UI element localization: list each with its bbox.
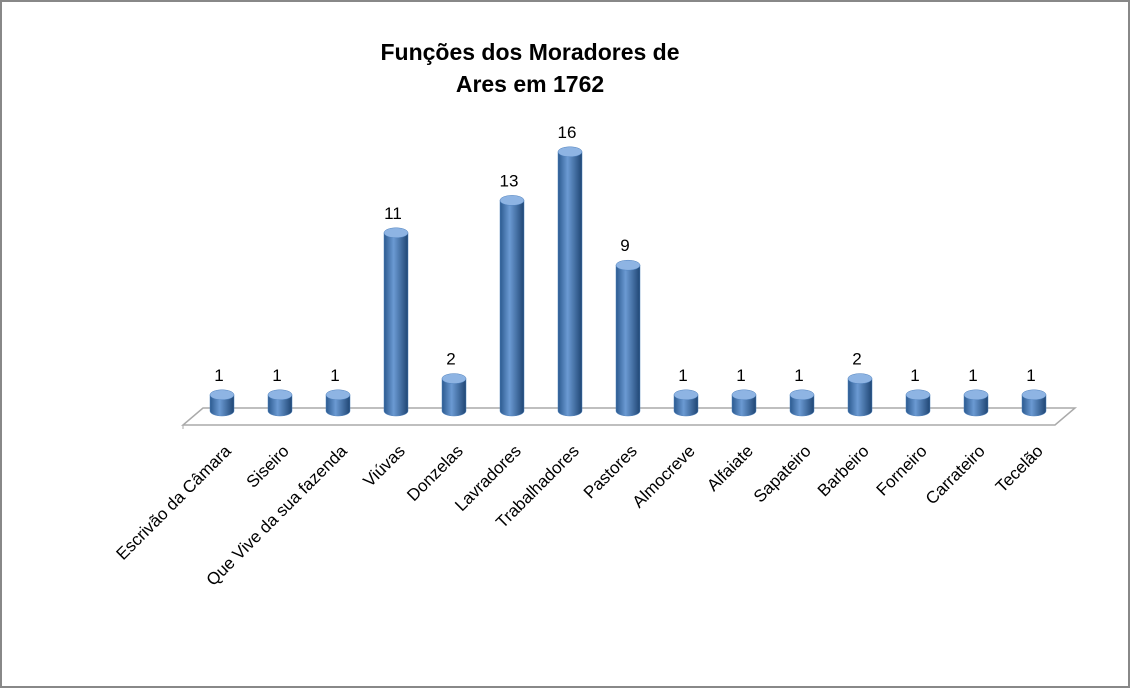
value-label: 1 bbox=[968, 366, 977, 385]
bar bbox=[615, 264, 641, 417]
bar bbox=[1021, 394, 1047, 417]
value-label: 1 bbox=[1026, 366, 1035, 385]
bar-top bbox=[557, 146, 583, 158]
value-label: 13 bbox=[500, 171, 519, 190]
bar bbox=[963, 394, 989, 417]
bar-top bbox=[731, 389, 757, 401]
bar-top bbox=[267, 389, 293, 401]
bar bbox=[267, 394, 293, 417]
bar-top bbox=[209, 389, 235, 401]
value-label: 1 bbox=[272, 366, 281, 385]
value-label: 16 bbox=[558, 123, 577, 142]
chart-title: Funções dos Moradores de Ares em 1762 bbox=[380, 39, 680, 97]
value-label: 11 bbox=[384, 204, 402, 223]
value-label: 1 bbox=[330, 366, 339, 385]
bar bbox=[847, 378, 873, 417]
bar-top bbox=[1021, 389, 1047, 401]
bar bbox=[383, 232, 409, 417]
bar bbox=[789, 394, 815, 417]
value-label: 2 bbox=[852, 350, 861, 369]
bar bbox=[325, 394, 351, 417]
bar bbox=[731, 394, 757, 417]
bar bbox=[441, 378, 467, 417]
value-label: 1 bbox=[678, 366, 687, 385]
bar-top bbox=[789, 389, 815, 401]
bar-top bbox=[383, 227, 409, 239]
bar-top bbox=[905, 389, 931, 401]
bar bbox=[499, 200, 525, 417]
bar-top bbox=[963, 389, 989, 401]
value-label: 1 bbox=[794, 366, 803, 385]
value-label: 1 bbox=[214, 366, 223, 385]
value-label: 1 bbox=[910, 366, 919, 385]
bar-top bbox=[673, 389, 699, 401]
value-label: 9 bbox=[620, 236, 629, 255]
bar bbox=[905, 394, 931, 417]
bar bbox=[557, 151, 583, 417]
bar-top bbox=[325, 389, 351, 401]
bar-top bbox=[441, 373, 467, 384]
bar-top bbox=[615, 259, 641, 271]
bar-top bbox=[499, 195, 525, 206]
bar-top bbox=[847, 373, 873, 384]
value-label: 2 bbox=[446, 350, 455, 369]
value-label: 1 bbox=[736, 366, 745, 385]
bar bbox=[673, 394, 699, 417]
bar bbox=[209, 394, 235, 417]
